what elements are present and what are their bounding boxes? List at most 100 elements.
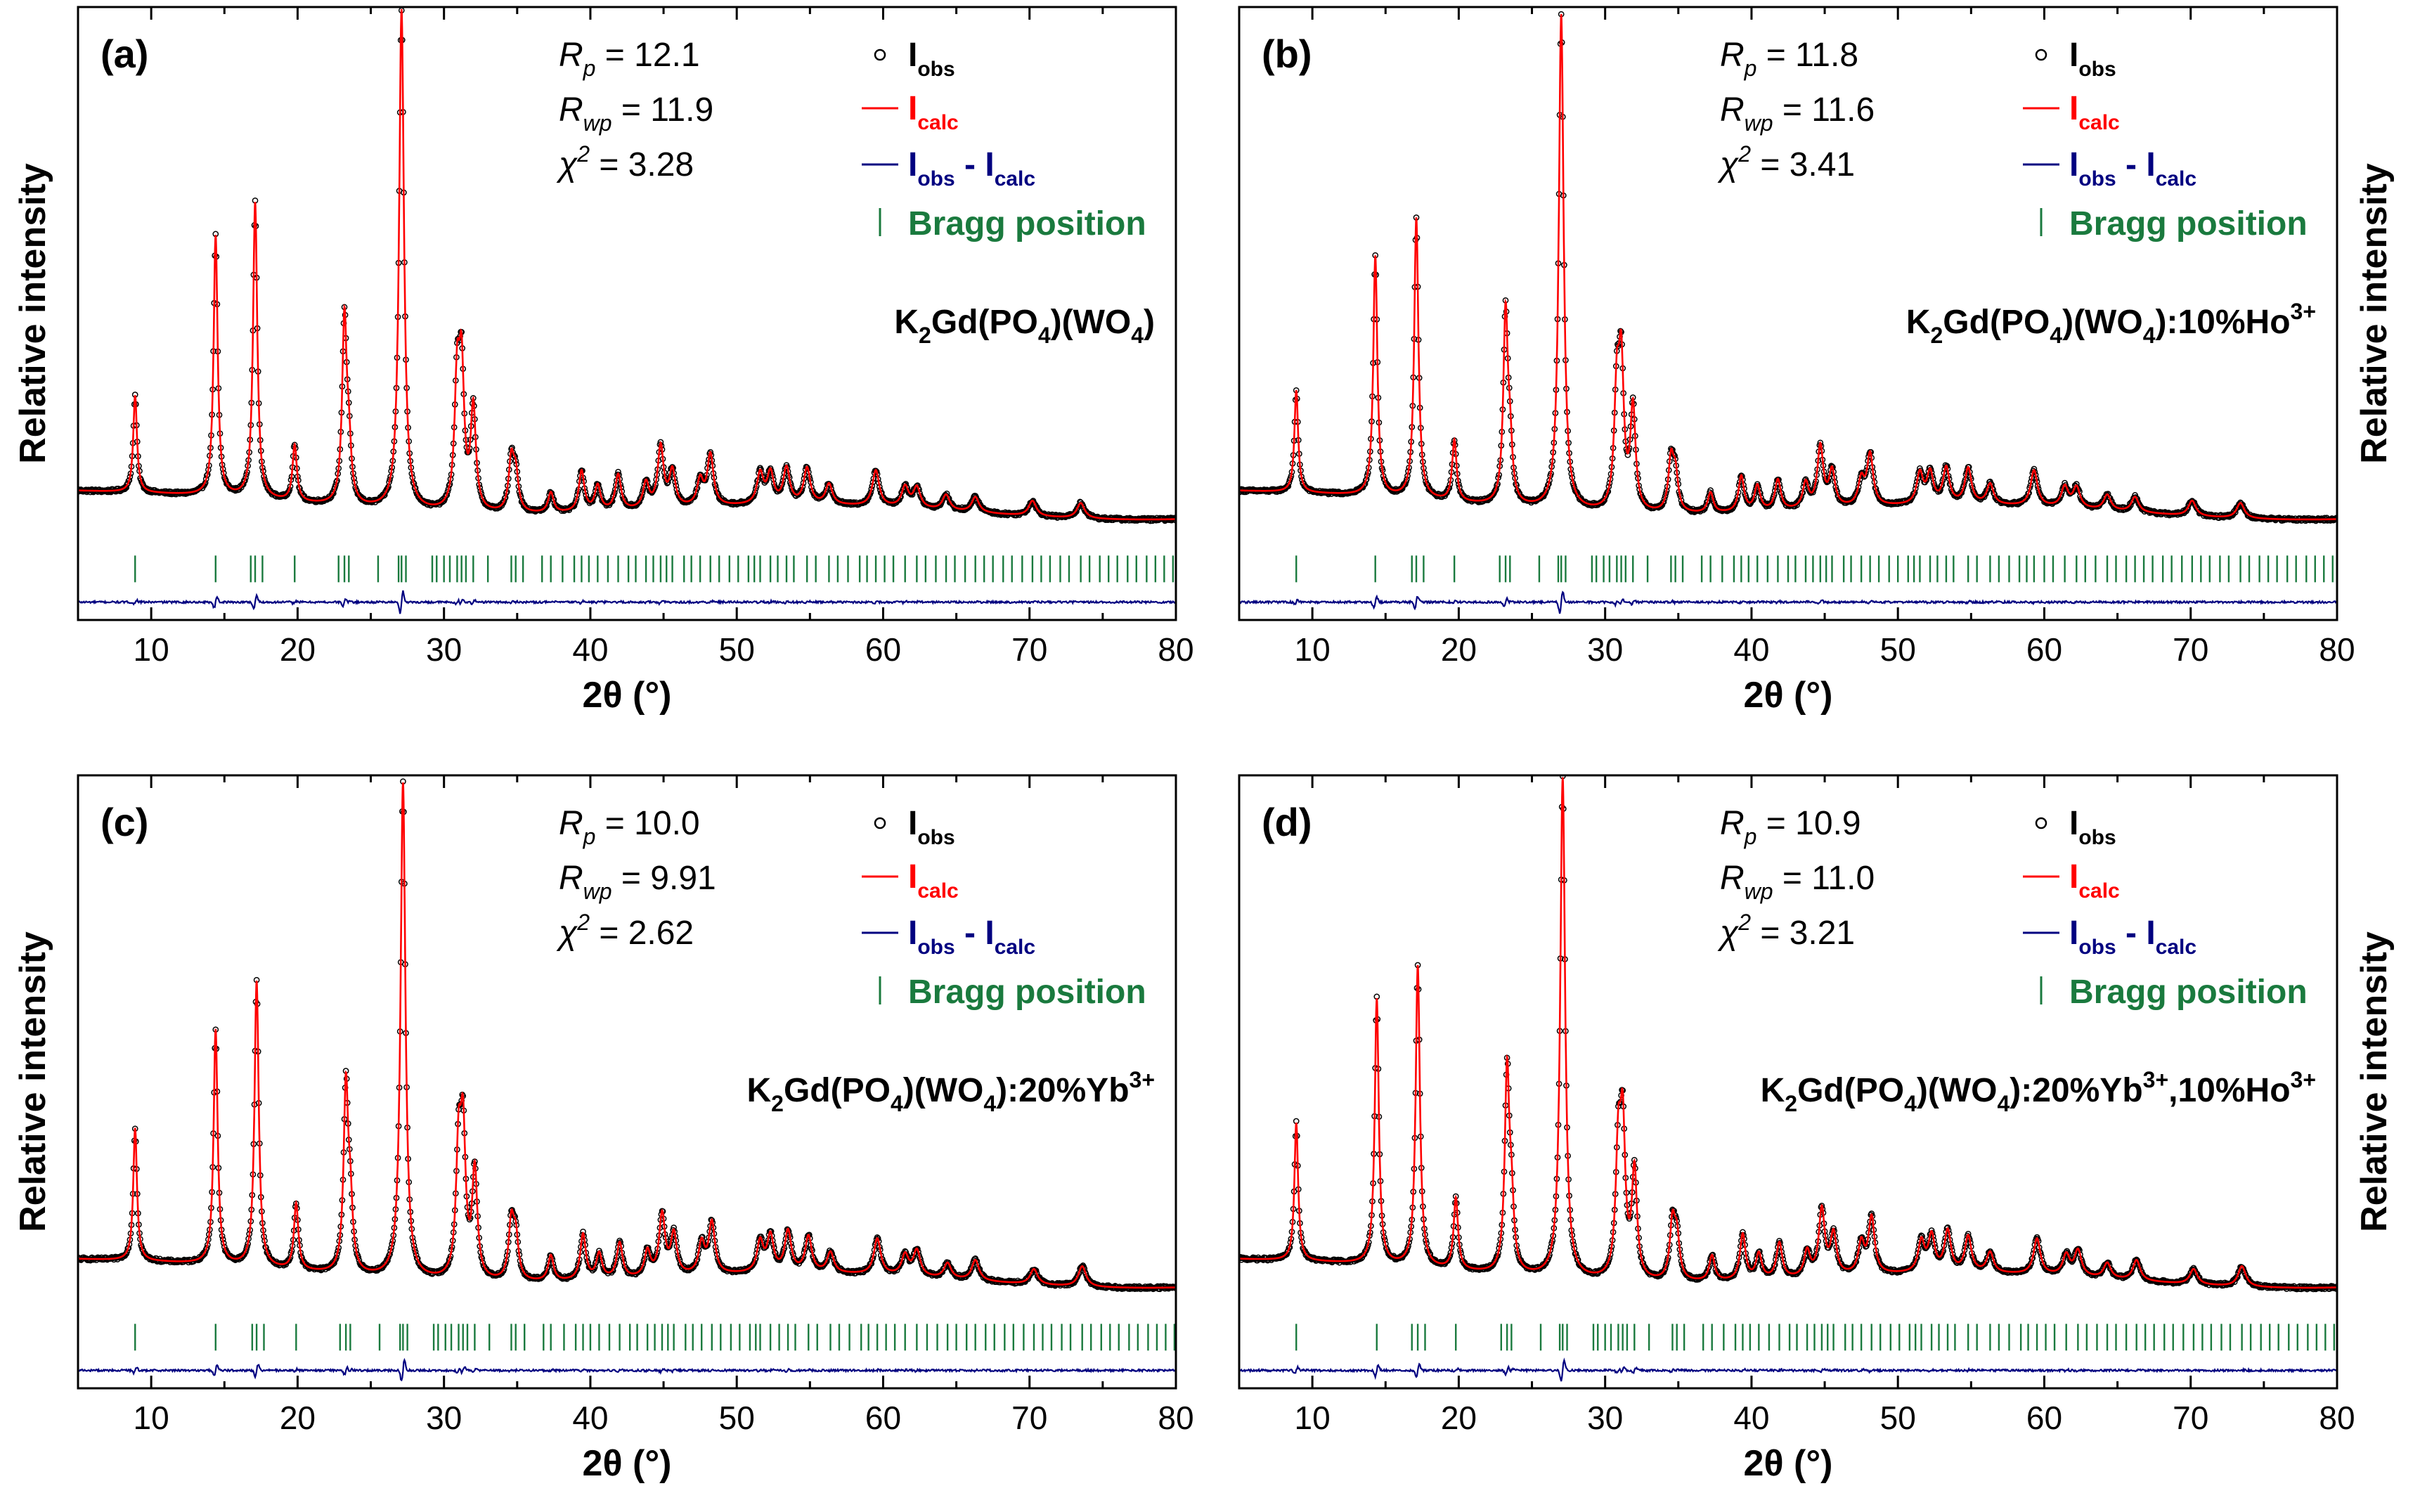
compound-name: K2Gd(PO4)(WO4):10%Ho3+ [1906, 299, 2316, 348]
legend-label: Icalc [908, 858, 959, 903]
obs-point [1991, 491, 1998, 498]
fit-stat: χ2 = 3.41 [1717, 141, 1855, 183]
obs-point [1172, 517, 1176, 524]
legend-item-bragg: Bragg position [2040, 205, 2308, 243]
legend-label: Bragg position [908, 974, 1146, 1011]
legend-marker [2035, 49, 2047, 61]
fit-stat: Rp = 11.8 [1720, 37, 1858, 81]
legend-label: Iobs - Icalc [908, 146, 1035, 190]
compound-label: K2Gd(PO4)(WO4) [894, 304, 1155, 348]
x-tick-label: 20 [280, 631, 316, 668]
obs-point [636, 498, 643, 505]
x-axis: 10 20 30 40 50 60 70 80 [77, 7, 1194, 668]
x-tick-label: 20 [280, 1400, 316, 1436]
plot-frame [77, 6, 1177, 621]
panel-label: (c) [101, 800, 148, 844]
fit-stat: Rp = 12.1 [559, 37, 700, 81]
legend-item-calc: Icalc [862, 858, 959, 903]
legend-label: Iobs [908, 805, 955, 849]
panel-label: (a) [101, 32, 148, 76]
obs-point [1171, 515, 1176, 522]
difference-series [78, 590, 1176, 614]
legend-marker [874, 49, 886, 61]
compound-label: K2Gd(PO4)(WO4):20%Yb3+ [746, 1067, 1155, 1116]
difference-series [1239, 590, 2337, 614]
y-axis-label: Relative intensity [13, 931, 53, 1232]
calculated-series [78, 8, 1176, 521]
obs-point [1727, 505, 1734, 512]
fit-statistics: Rp = 11.8 Rwp = 11.6 χ2 = 3.41 [1717, 37, 1875, 183]
legend: Iobs Icalc Iobs - Icalc Bragg position [2023, 37, 2308, 243]
observed-series [78, 7, 1176, 524]
x-tick-label: 20 [1441, 631, 1477, 668]
obs-point [1360, 482, 1367, 489]
x-tick-label: 40 [1733, 631, 1769, 668]
legend-marker [874, 817, 886, 829]
legend-label: Bragg position [908, 205, 1146, 243]
fit-stat: χ2 = 2.62 [556, 910, 694, 952]
legend-label: Icalc [2069, 90, 2120, 134]
x-tick-label: 60 [865, 631, 901, 668]
legend-item-calc: Icalc [2023, 90, 2120, 134]
legend-item-obs: Iobs [874, 805, 955, 849]
legend-label: Bragg position [2069, 205, 2308, 243]
x-tick-label: 80 [1158, 1400, 1193, 1436]
x-axis-label: 2θ (°) [583, 675, 672, 716]
x-tick-label: 70 [1011, 1400, 1047, 1436]
legend-item-diff: Iobs - Icalc [862, 915, 1035, 959]
legend-label: Iobs - Icalc [908, 915, 1035, 959]
legend-item-calc: Icalc [862, 90, 959, 134]
x-tick-label: 50 [719, 1400, 755, 1436]
fit-stat: χ2 = 3.28 [556, 141, 694, 183]
bragg-positions [1295, 1324, 2336, 1351]
x-tick-label: 80 [2319, 631, 2355, 668]
x-tick-label: 50 [1880, 631, 1916, 668]
legend-label: Iobs - Icalc [2069, 146, 2196, 190]
x-tick-label: 30 [426, 1400, 462, 1436]
x-tick-label: 40 [572, 1400, 608, 1436]
x-tick-label: 10 [134, 1400, 169, 1436]
bragg-positions [134, 1324, 1176, 1351]
compound-name: K2Gd(PO4)(WO4) [894, 304, 1155, 348]
legend-item-diff: Iobs - Icalc [2023, 146, 2196, 190]
x-tick-label: 60 [2026, 631, 2062, 668]
legend-item-obs: Iobs [2035, 37, 2116, 81]
bragg-positions [134, 555, 1175, 583]
x-axis-label: 2θ (°) [1744, 675, 1833, 716]
legend: Iobs Icalc Iobs - Icalc Bragg position [862, 805, 1146, 1011]
x-tick-label: 80 [1158, 631, 1193, 668]
fit-stat: Rp = 10.0 [559, 805, 700, 849]
x-tick-label: 10 [1295, 631, 1331, 668]
x-tick-label: 10 [134, 631, 169, 668]
obs-point [872, 467, 879, 474]
x-tick-label: 50 [719, 631, 755, 668]
legend-item-bragg: Bragg position [879, 974, 1146, 1011]
obs-point [1542, 488, 1549, 495]
x-tick-label: 30 [1587, 631, 1623, 668]
calculated-series [1239, 14, 2337, 521]
legend-label: Iobs [2069, 37, 2116, 81]
calculated-series [78, 782, 1176, 1289]
obs-point [500, 498, 507, 505]
bragg-positions [1295, 555, 2334, 583]
x-axis-label: 2θ (°) [583, 1443, 672, 1484]
compound-name: K2Gd(PO4)(WO4):20%Yb3+ [746, 1067, 1155, 1116]
legend-item-bragg: Bragg position [879, 205, 1146, 243]
compound-label: K2Gd(PO4)(WO4):10%Ho3+ [1906, 299, 2316, 348]
legend-label: Iobs [908, 37, 955, 81]
legend-item-diff: Iobs - Icalc [862, 146, 1035, 190]
x-tick-label: 70 [1011, 631, 1047, 668]
fit-stat: Rwp = 11.6 [1720, 91, 1875, 136]
fit-stat: Rwp = 11.9 [559, 91, 713, 136]
legend-item-obs: Iobs [874, 37, 955, 81]
difference-series [78, 1357, 1176, 1382]
fit-statistics: Rp = 12.1 Rwp = 11.9 χ2 = 3.28 [556, 37, 713, 183]
x-tick-label: 70 [2173, 631, 2208, 668]
y-axis-label: Relative intensity [13, 163, 53, 464]
